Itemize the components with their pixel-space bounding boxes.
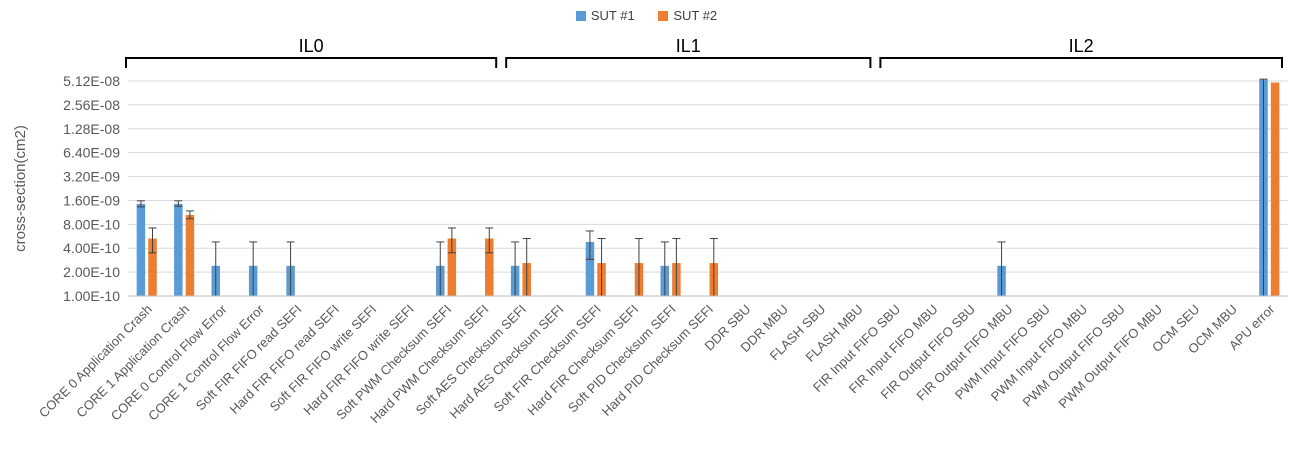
legend-swatch-sut1 — [575, 10, 586, 21]
y-tick-label: 3.20E-09 — [63, 169, 120, 185]
legend: SUT #1 SUT #2 — [0, 8, 1293, 24]
group-label: IL2 — [1069, 36, 1094, 56]
y-tick-label: 2.00E-10 — [63, 264, 120, 280]
bar-2 — [1270, 82, 1280, 297]
legend-item-sut2: SUT #2 — [658, 8, 717, 23]
y-tick-label: 8.00E-10 — [63, 216, 120, 232]
y-tick-label: 6.40E-09 — [63, 145, 120, 161]
bar-2 — [148, 238, 157, 296]
y-tick-label: 1.00E-10 — [63, 288, 120, 304]
y-tick-label: 2.56E-08 — [63, 97, 120, 113]
bar-2 — [185, 214, 195, 296]
legend-swatch-sut2 — [658, 10, 669, 21]
y-tick-label: 5.12E-08 — [63, 73, 120, 89]
y-tick-label: 1.60E-09 — [63, 192, 120, 208]
bar-1 — [136, 203, 146, 296]
group-label: IL0 — [299, 36, 324, 56]
y-tick-label: 1.28E-08 — [63, 121, 120, 137]
bar-1 — [585, 241, 595, 296]
y-tick-label: 4.00E-10 — [63, 240, 120, 256]
legend-item-sut1: SUT #1 — [575, 8, 635, 23]
y-axis-label: cross-section(cm2) — [12, 125, 29, 252]
legend-label-sut1: SUT #1 — [590, 8, 635, 23]
legend-label-sut2: SUT #2 — [673, 8, 718, 23]
group-label: IL1 — [676, 36, 701, 56]
group-bracket — [879, 57, 1283, 68]
group-bracket — [125, 57, 498, 68]
bar-2 — [485, 238, 494, 296]
group-bracket — [505, 57, 872, 68]
bar-1 — [174, 203, 183, 296]
bar-2 — [447, 238, 457, 296]
